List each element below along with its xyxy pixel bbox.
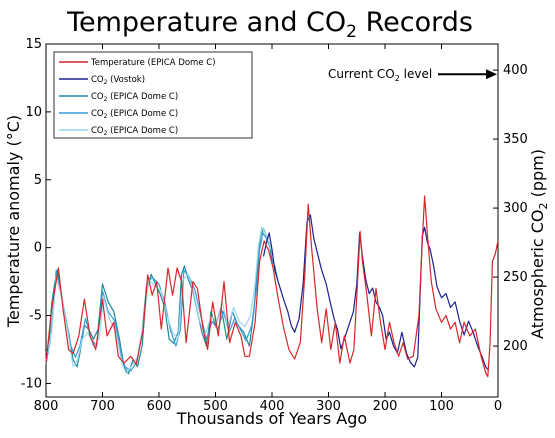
legend-box — [53, 51, 253, 139]
series-line-0 — [45, 195, 499, 378]
y-left-tick-label: -5 — [29, 309, 42, 324]
y-right-tick-label: 300 — [503, 201, 528, 216]
y-left-tick-label: 5 — [34, 173, 42, 188]
legend: Temperature (EPICA Dome C) CO2 (Vostok) CO… — [53, 51, 253, 139]
annotation-arrow-head — [486, 69, 497, 80]
x-tick-label: 100 — [429, 399, 454, 414]
series-layer — [45, 195, 499, 378]
y-axis-label-left: Temperature anomaly (°C) — [4, 115, 23, 328]
y-left-tick-label: 0 — [34, 241, 42, 256]
legend-label: CO2 (EPICA Dome C) — [91, 92, 178, 103]
x-tick-label: 300 — [316, 399, 341, 414]
x-tick-label: 700 — [90, 399, 115, 414]
legend-label: CO2 (EPICA Dome C) — [91, 126, 178, 137]
y-axis-label-right: Atmospheric CO2 (ppm) — [528, 149, 550, 339]
y-right-tick-label: 250 — [503, 270, 528, 285]
x-axis-label: Thousands of Years Ago — [176, 409, 367, 428]
legend-label: Temperature (EPICA Dome C) — [90, 58, 216, 68]
series-line-1 — [262, 214, 489, 370]
legend-label: CO2 (Vostok) — [91, 75, 145, 86]
y-left-tick-label: 10 — [25, 105, 42, 120]
annotation-text: Current CO2 level — [328, 67, 432, 83]
legend-label: CO2 (EPICA Dome C) — [91, 109, 178, 120]
y-right-tick-label: 350 — [503, 132, 528, 147]
x-tick-label: 200 — [373, 399, 398, 414]
x-tick-label: 800 — [34, 399, 59, 414]
y-right-tick-label: 200 — [503, 339, 528, 354]
tick-layer: 800 700 600 500 400 300 200 100 0 -10 -5 0 5 10 15 200 2… — [21, 37, 528, 414]
x-tick-label: 600 — [147, 399, 172, 414]
chart-title: Temperature and CO2 Records — [66, 7, 473, 42]
y-left-tick-label: -10 — [21, 376, 42, 391]
x-tick-label: 400 — [260, 399, 285, 414]
y-left-tick-label: 15 — [25, 37, 42, 52]
x-tick-label: 0 — [494, 399, 502, 414]
current-co2-annotation: Current CO2 level — [328, 67, 497, 83]
x-tick-label: 500 — [203, 399, 228, 414]
y-right-tick-label: 400 — [503, 63, 528, 78]
